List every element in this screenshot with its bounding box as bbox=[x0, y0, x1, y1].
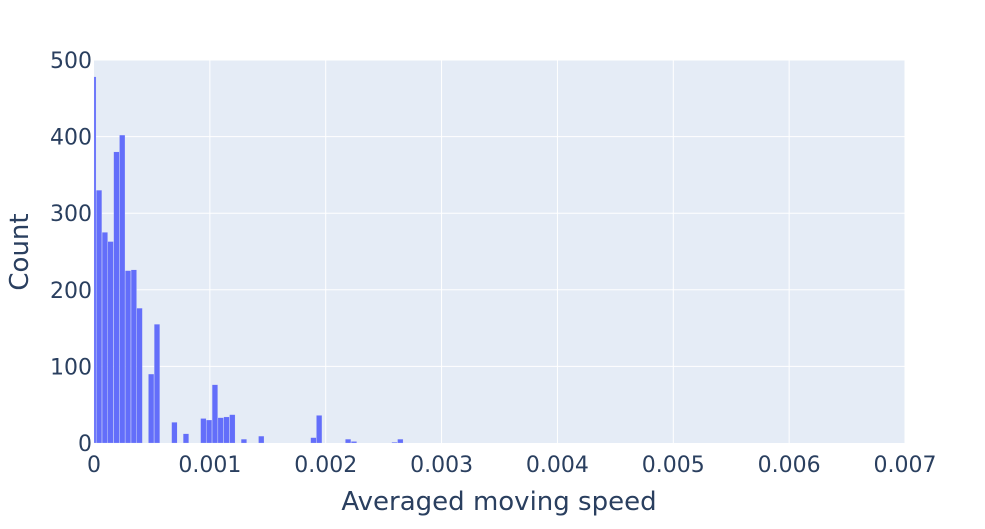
y-tick-labels: 0 100 200 300 400 500 bbox=[50, 49, 92, 457]
histogram-bar bbox=[310, 437, 317, 444]
histogram-bar bbox=[206, 419, 212, 444]
histogram-bar bbox=[107, 241, 114, 444]
histogram-bar bbox=[96, 190, 102, 444]
histogram-bar bbox=[397, 439, 404, 444]
gridlines bbox=[94, 59, 906, 443]
histogram-bar bbox=[171, 422, 178, 444]
x-tick-label: 0 bbox=[87, 453, 101, 478]
y-tick-label: 400 bbox=[50, 126, 92, 151]
x-tick-label: 0.005 bbox=[642, 453, 705, 478]
x-axis-title: Averaged moving speed bbox=[341, 487, 656, 517]
histogram-bar bbox=[241, 439, 247, 444]
y-axis-title: Count bbox=[5, 213, 35, 290]
y-tick-label: 200 bbox=[50, 279, 92, 304]
x-tick-label: 0.003 bbox=[410, 453, 473, 478]
histogram-bar bbox=[200, 418, 207, 444]
histogram-bar bbox=[212, 384, 218, 444]
histogram-bar bbox=[113, 151, 120, 444]
bars bbox=[93, 76, 404, 444]
histogram-bar bbox=[130, 269, 137, 444]
y-tick-label: 300 bbox=[50, 202, 92, 227]
x-tick-label: 0.006 bbox=[758, 453, 821, 478]
histogram-bar bbox=[229, 414, 236, 444]
histogram-bar bbox=[93, 76, 97, 444]
y-tick-label: 0 bbox=[78, 432, 92, 457]
histogram-bar bbox=[351, 441, 357, 444]
histogram-bar bbox=[148, 373, 155, 444]
histogram-bar bbox=[136, 308, 143, 444]
histogram-bar bbox=[183, 433, 189, 444]
histogram-bar bbox=[316, 415, 323, 444]
x-tick-label: 0.001 bbox=[178, 453, 241, 478]
x-tick-label: 0.004 bbox=[526, 453, 589, 478]
x-tick-labels: 0 0.001 0.002 0.003 0.004 0.005 0.006 0.007 bbox=[87, 453, 936, 478]
y-tick-label: 500 bbox=[50, 49, 92, 74]
histogram-bar bbox=[154, 324, 160, 444]
histogram-bar bbox=[102, 232, 108, 444]
histogram-bar bbox=[258, 436, 265, 444]
histogram-bar bbox=[391, 442, 398, 444]
plot-area bbox=[94, 60, 905, 443]
histogram-bar bbox=[223, 416, 230, 444]
histogram-bar bbox=[119, 134, 126, 444]
x-tick-label: 0.002 bbox=[294, 453, 357, 478]
y-tick-label: 100 bbox=[50, 355, 92, 380]
histogram-bar bbox=[125, 270, 131, 444]
histogram-bar bbox=[217, 417, 224, 444]
x-tick-label: 0.007 bbox=[874, 453, 937, 478]
histogram-bar bbox=[345, 439, 352, 444]
